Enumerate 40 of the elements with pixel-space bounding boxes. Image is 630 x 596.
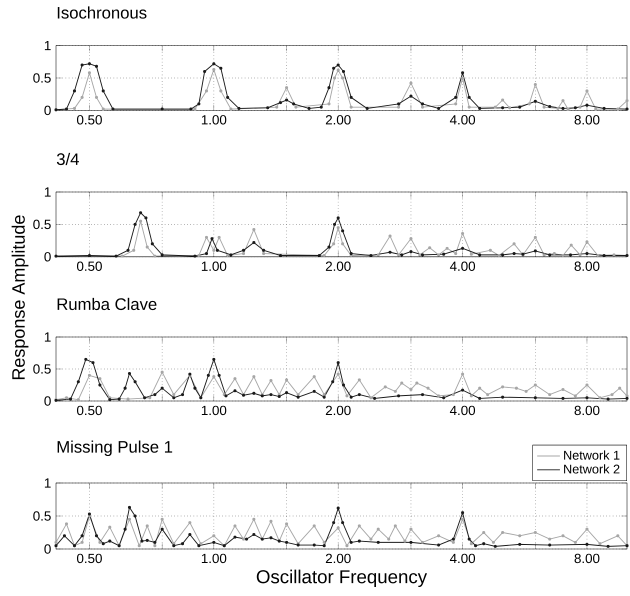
chart-title: Rumba Clave: [58, 298, 156, 310]
y-tick-label: 0: [44, 396, 51, 406]
x-tick-label: 8.00: [574, 554, 600, 564]
x-tick-label: 0.50: [76, 406, 102, 416]
y-tick-label: 1: [44, 41, 51, 50]
x-tick-label: 4.00: [450, 554, 476, 564]
y-tick-label: 0.5: [33, 364, 51, 374]
x-axis-title: Oscillator Frequency: [256, 570, 428, 588]
y-tick-label: 0.5: [33, 220, 51, 230]
x-tick-label: 4.00: [450, 406, 476, 416]
y-axis-title: Response Amplitude: [12, 215, 28, 380]
y-tick-label: 0: [44, 544, 51, 554]
x-tick-label: 1.00: [202, 262, 226, 271]
x-tick-label: 2.00: [326, 554, 351, 564]
y-tick-label: 0.5: [33, 73, 51, 83]
y-tick-label: 1: [44, 332, 51, 342]
x-tick-label: 0.50: [76, 115, 102, 125]
x-tick-label: 2.00: [326, 406, 351, 416]
x-tick-label: 0.50: [76, 262, 102, 271]
x-tick-label: 0.50: [76, 554, 102, 564]
x-tick-label: 2.00: [326, 115, 351, 125]
y-tick-label: 0: [44, 252, 51, 262]
legend-label: Network 2: [564, 464, 620, 474]
x-tick-label: 1.00: [202, 115, 226, 125]
x-tick-label: 4.00: [450, 262, 476, 271]
legend-label: Network 1: [564, 450, 620, 460]
chart-title: 3/4: [56, 152, 79, 166]
x-tick-label: 4.00: [450, 115, 476, 125]
x-tick-label: 8.00: [574, 406, 600, 416]
x-tick-label: 2.00: [326, 262, 351, 271]
x-tick-label: 1.00: [202, 406, 226, 416]
chart-title: Isochronous: [58, 6, 146, 19]
chart-title: Missing Pulse 1: [58, 440, 172, 456]
x-tick-label: 8.00: [574, 115, 600, 125]
y-tick-label: 1: [44, 187, 51, 197]
x-tick-label: 1.00: [202, 554, 226, 564]
x-tick-label: 8.00: [574, 262, 600, 271]
y-tick-label: 0: [44, 106, 51, 116]
y-tick-label: 1: [44, 478, 51, 488]
y-tick-label: 0.5: [33, 511, 51, 521]
